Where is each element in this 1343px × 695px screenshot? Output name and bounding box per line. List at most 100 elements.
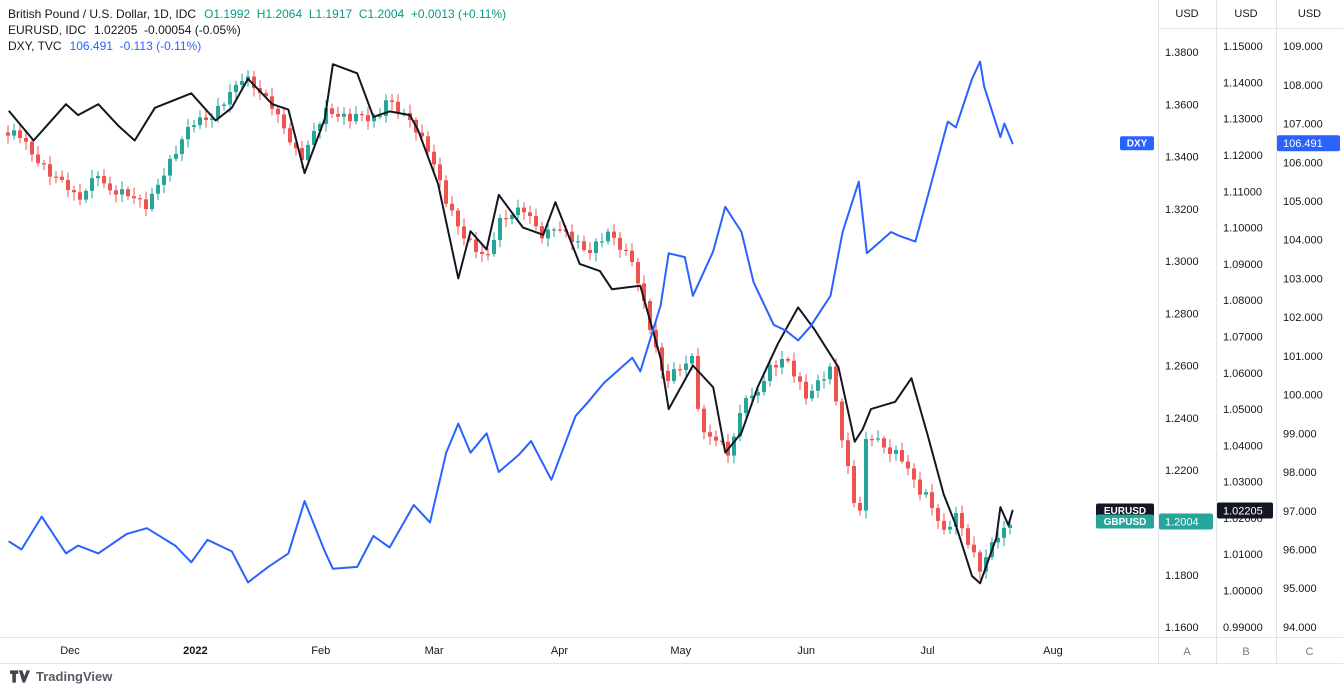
candle-body <box>660 347 664 371</box>
candle-body <box>90 178 94 191</box>
price-tick: 108.000 <box>1283 80 1323 92</box>
price-badge-c <box>1277 135 1340 152</box>
time-axis[interactable] <box>0 637 1158 663</box>
candle-body <box>870 439 874 441</box>
legend-row-dxy[interactable]: DXY, TVC 106.491 -0.113 (-0.11%) <box>8 38 506 54</box>
price-tick: 1.3200 <box>1165 204 1199 216</box>
candle-body <box>162 175 166 185</box>
candle-body <box>426 136 430 152</box>
price-scale-b[interactable] <box>1216 0 1276 637</box>
candle-body <box>282 114 286 129</box>
candle-body <box>900 450 904 462</box>
candle-body <box>558 229 562 231</box>
chart-pane[interactable] <box>0 0 1158 637</box>
price-tick: 106.000 <box>1283 157 1323 169</box>
scale-letter: B <box>1242 646 1249 658</box>
candle-body <box>864 439 868 511</box>
candle-body <box>996 537 1000 543</box>
price-tick: 102.000 <box>1283 312 1323 324</box>
eurusd-line[interactable] <box>8 63 1014 585</box>
candle-body <box>684 363 688 370</box>
time-label: Feb <box>311 645 330 657</box>
candle-body <box>252 76 256 89</box>
time-label: Mar <box>425 645 444 657</box>
candle-body <box>672 369 676 381</box>
legend-row-gbpusd[interactable]: British Pound / U.S. Dollar, 1D, IDC O1.… <box>8 6 506 22</box>
candle-body <box>888 447 892 454</box>
symbol-title-eurusd[interactable]: EURUSD, IDC <box>8 23 87 37</box>
time-label: Aug <box>1043 645 1063 657</box>
candle-body <box>120 189 124 195</box>
price-badge-b <box>1217 502 1273 519</box>
candle-body <box>288 128 292 143</box>
price-tick: 1.3800 <box>1165 47 1199 59</box>
symbol-title-dxy[interactable]: DXY, TVC <box>8 39 62 53</box>
price-tick: 1.05000 <box>1223 404 1263 416</box>
candle-body <box>972 544 976 553</box>
symbol-values-gbpusd: O1.1992 H1.2064 L1.1917 C1.2004 +0.0013 … <box>204 7 507 21</box>
candle-body <box>798 376 802 382</box>
price-tick: 96.000 <box>1283 544 1317 556</box>
candle-body <box>114 190 118 195</box>
candle-body <box>462 226 466 239</box>
price-tick: 1.04000 <box>1223 440 1263 452</box>
scale-letter: C <box>1306 646 1314 658</box>
candle-body <box>474 239 478 252</box>
legend-row-eurusd[interactable]: EURUSD, IDC 1.02205 -0.00054 (-0.05%) <box>8 22 506 38</box>
candle-body <box>450 203 454 211</box>
candle-body <box>858 503 862 511</box>
tradingview-logo[interactable]: TradingView <box>10 669 112 684</box>
candle-body <box>102 176 106 184</box>
candle-body <box>744 398 748 414</box>
candle-body <box>912 468 916 480</box>
candle-body <box>978 552 982 572</box>
candle-body <box>444 180 448 204</box>
candle-body <box>822 379 826 381</box>
candle-body <box>126 189 130 197</box>
candle-body <box>750 395 754 399</box>
candle-body <box>306 144 310 161</box>
price-tick: 1.2400 <box>1165 413 1199 425</box>
candle-body <box>960 513 964 529</box>
candle-body <box>486 254 490 256</box>
candle-body <box>78 192 82 200</box>
symbol-title-gbpusd[interactable]: British Pound / U.S. Dollar, 1D, IDC <box>8 7 197 21</box>
price-tick: 1.2600 <box>1165 361 1199 373</box>
candle-body <box>546 229 550 239</box>
candle-body <box>24 138 28 142</box>
time-label: May <box>670 645 691 657</box>
candle-body <box>354 114 358 122</box>
price-tick: 1.2200 <box>1165 465 1199 477</box>
candle-body <box>612 231 616 238</box>
price-tick: 99.000 <box>1283 428 1317 440</box>
candle-body <box>1002 527 1006 538</box>
candle-body <box>648 301 652 330</box>
time-label: Jun <box>797 645 815 657</box>
candle-body <box>618 237 622 250</box>
gbpusd-candles[interactable] <box>6 70 1012 580</box>
candle-body <box>504 218 508 220</box>
candle-body <box>66 179 70 191</box>
candle-body <box>72 190 76 193</box>
candle-body <box>30 141 34 155</box>
candle-body <box>780 359 784 368</box>
dxy-line[interactable] <box>8 60 1014 584</box>
candle-body <box>540 226 544 239</box>
price-badge-label: 1.02205 <box>1223 506 1263 518</box>
candle-body <box>468 238 472 240</box>
candle-body <box>624 249 628 251</box>
candle-body <box>216 105 220 119</box>
price-tick: 1.00000 <box>1223 586 1263 598</box>
candle-body <box>942 520 946 530</box>
price-tick: 107.000 <box>1283 119 1323 131</box>
candle-body <box>924 492 928 495</box>
candle-body <box>576 241 580 243</box>
candle-body <box>768 365 772 381</box>
candle-body <box>144 199 148 210</box>
candle-body <box>6 132 10 136</box>
candle-body <box>318 124 322 131</box>
scale-currency-label: USD <box>1234 8 1257 20</box>
price-tick: 100.000 <box>1283 390 1323 402</box>
